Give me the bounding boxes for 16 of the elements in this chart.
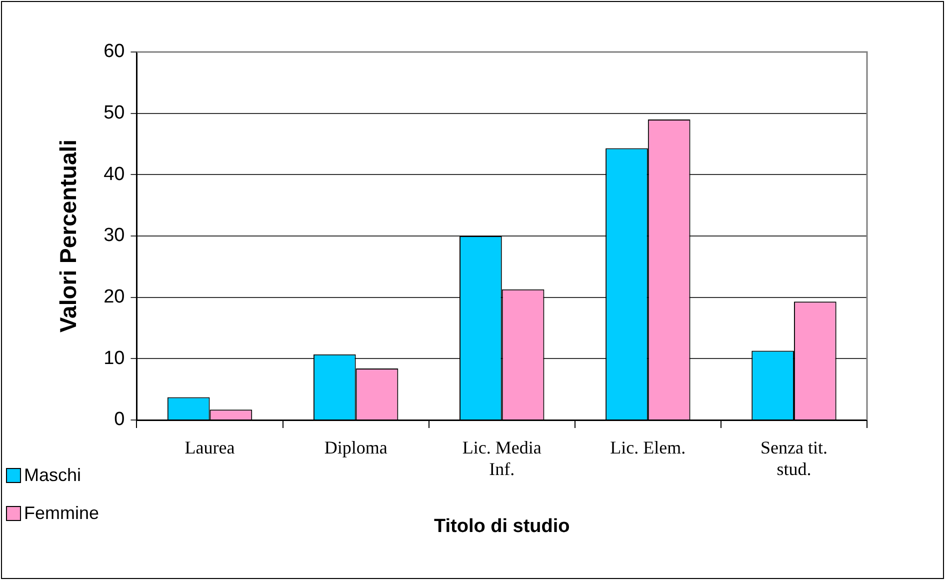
legend-label: Maschi xyxy=(24,464,82,486)
y-tick-label: 60 xyxy=(104,41,125,62)
x-tick-label: Senza tit. stud. xyxy=(760,438,828,480)
y-tick-label: 50 xyxy=(104,102,125,124)
y-tick-label: 30 xyxy=(104,225,125,246)
x-tick-label: Laurea xyxy=(184,438,235,458)
x-tick-label: Lic. Elem. xyxy=(610,438,686,458)
y-tick-label: 40 xyxy=(104,164,125,185)
x-tick-label: Lic. Media Inf. xyxy=(462,438,542,480)
legend-label: Femmine xyxy=(24,502,100,524)
y-tick-label: 20 xyxy=(104,286,125,308)
y-tick-label: 10 xyxy=(104,348,125,369)
x-axis-title: Titolo di studio xyxy=(434,516,570,537)
x-tick-label: Diploma xyxy=(324,438,388,458)
y-axis-title: Valori Percentuali xyxy=(55,139,82,333)
y-tick-label: 0 xyxy=(114,409,125,430)
